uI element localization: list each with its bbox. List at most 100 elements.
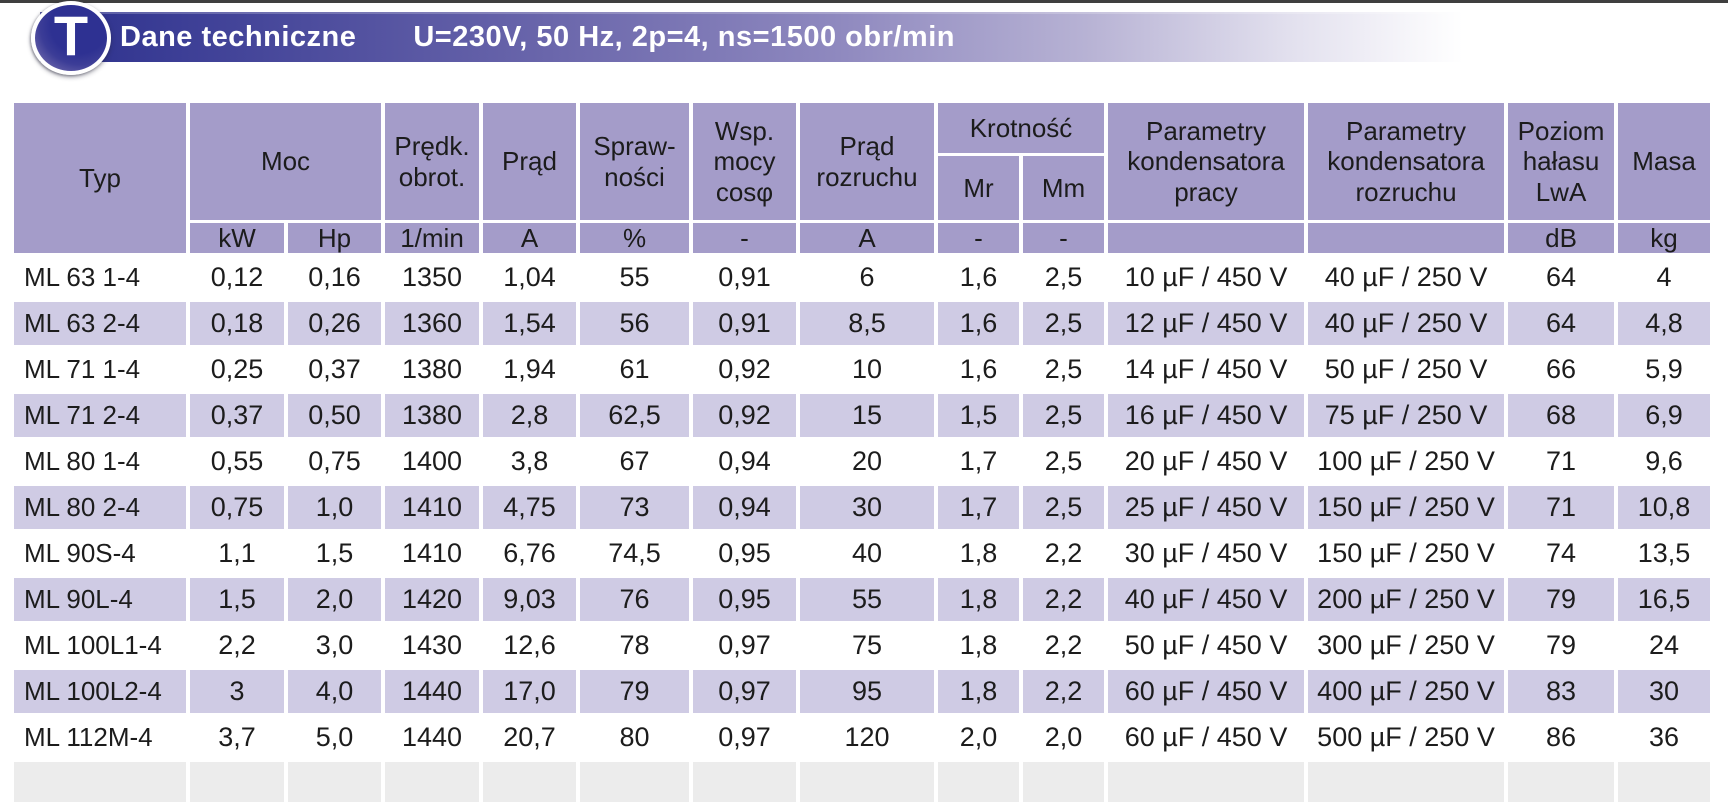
unit-1min: 1/min	[385, 223, 479, 254]
cell-value: 16 µF / 450 V	[1108, 394, 1305, 438]
cell-empty	[190, 762, 284, 803]
cell-value: 2,5	[1023, 486, 1105, 530]
cell-value: 14 µF / 450 V	[1108, 348, 1305, 392]
cell-value: 40 µF / 250 V	[1308, 302, 1505, 346]
cell-value: 1430	[385, 624, 479, 668]
cell-value: 66	[1508, 348, 1615, 392]
cell-value: 2,5	[1023, 348, 1105, 392]
technical-data-table: Typ Moc Prędk. obrot. Prąd Spraw- ności …	[10, 100, 1714, 805]
cell-typ: ML 63 2-4	[14, 302, 186, 346]
cell-value: 1,0	[288, 486, 381, 530]
cell-value: 0,94	[693, 440, 796, 484]
cell-value: 62,5	[580, 394, 689, 438]
cell-empty	[1108, 762, 1305, 803]
cell-value: 10 µF / 450 V	[1108, 256, 1305, 300]
table-row: ML 90S-4 1,1 1,5 1410 6,76 74,5 0,95 40 1,8 2,2 30…	[14, 532, 1711, 576]
cell-value: 64	[1508, 256, 1615, 300]
cell-value: 1,54	[483, 302, 576, 346]
cell-value: 1,8	[938, 532, 1019, 576]
cell-value: 2,5	[1023, 302, 1105, 346]
cell-empty	[1308, 762, 1505, 803]
cell-value: 1360	[385, 302, 479, 346]
cell-value: 5,0	[288, 716, 381, 760]
cell-value: 60 µF / 450 V	[1108, 670, 1305, 714]
cell-value: 2,2	[1023, 624, 1105, 668]
unit-dash-3: -	[1023, 223, 1105, 254]
cell-value: 1440	[385, 716, 479, 760]
cell-value: 17,0	[483, 670, 576, 714]
cell-value: 2,0	[288, 578, 381, 622]
cell-value: 76	[580, 578, 689, 622]
cell-value: 0,95	[693, 532, 796, 576]
col-header-prad: Prąd	[483, 103, 576, 220]
cell-value: 1,5	[190, 578, 284, 622]
cell-typ: ML 100L2-4	[14, 670, 186, 714]
cell-value: 15	[800, 394, 934, 438]
cell-value: 1,5	[288, 532, 381, 576]
unit-hp: Hp	[288, 223, 381, 254]
col-header-sprawnosci: Spraw- ności	[580, 103, 689, 220]
col-header-kondensator-pracy: Parametry kondensatora pracy	[1108, 103, 1305, 220]
cell-value: 0,97	[693, 716, 796, 760]
col-header-predk-obrot: Prędk. obrot.	[385, 103, 479, 220]
cell-value: 4,0	[288, 670, 381, 714]
cell-value: 4	[1618, 256, 1711, 300]
cell-value: 1420	[385, 578, 479, 622]
cell-value: 16,5	[1618, 578, 1711, 622]
col-header-kondensator-rozruchu: Parametry kondensatora rozruchu	[1308, 103, 1505, 220]
table-row: ML 63 2-4 0,18 0,26 1360 1,54 56 0,91 8,5 1,6 2,5…	[14, 302, 1711, 346]
cell-typ: ML 90S-4	[14, 532, 186, 576]
col-header-typ: Typ	[14, 103, 186, 254]
cell-value: 40	[800, 532, 934, 576]
t-logo-icon: T	[31, 1, 111, 75]
cell-value: 1,6	[938, 256, 1019, 300]
table-row: ML 63 1-4 0,12 0,16 1350 1,04 55 0,91 6 1,6 2,5 10…	[14, 256, 1711, 300]
cell-value: 0,92	[693, 394, 796, 438]
cell-value: 3	[190, 670, 284, 714]
cell-value: 30	[1618, 670, 1711, 714]
cell-value: 400 µF / 250 V	[1308, 670, 1505, 714]
cell-value: 74	[1508, 532, 1615, 576]
unit-a-rozruch: A	[800, 223, 934, 254]
cell-value: 150 µF / 250 V	[1308, 532, 1505, 576]
cell-value: 9,03	[483, 578, 576, 622]
cell-typ: ML 80 2-4	[14, 486, 186, 530]
cell-value: 2,8	[483, 394, 576, 438]
cell-value: 55	[800, 578, 934, 622]
unit-kg: kg	[1618, 223, 1711, 254]
cell-empty	[580, 762, 689, 803]
cell-value: 2,2	[1023, 532, 1105, 576]
cell-value: 30	[800, 486, 934, 530]
cell-value: 1,04	[483, 256, 576, 300]
cell-value: 40 µF / 450 V	[1108, 578, 1305, 622]
cell-value: 0,37	[288, 348, 381, 392]
cell-value: 36	[1618, 716, 1711, 760]
cell-value: 4,75	[483, 486, 576, 530]
cell-value: 2,0	[1023, 716, 1105, 760]
cell-empty	[14, 762, 186, 803]
cell-value: 6	[800, 256, 934, 300]
unit-db: dB	[1508, 223, 1615, 254]
cell-value: 0,37	[190, 394, 284, 438]
cell-value: 0,75	[190, 486, 284, 530]
cell-typ: ML 71 1-4	[14, 348, 186, 392]
table-row: ML 80 1-4 0,55 0,75 1400 3,8 67 0,94 20 1,7 2,5 20…	[14, 440, 1711, 484]
cell-value: 0,75	[288, 440, 381, 484]
table-row: ML 71 1-4 0,25 0,37 1380 1,94 61 0,92 10 1,6 2,5 1…	[14, 348, 1711, 392]
cell-value: 79	[1508, 624, 1615, 668]
cell-value: 1380	[385, 348, 479, 392]
cell-value: 75	[800, 624, 934, 668]
cell-value: 0,12	[190, 256, 284, 300]
col-header-masa: Masa	[1618, 103, 1711, 220]
col-header-krotnosc: Krotność	[938, 103, 1105, 153]
cell-value: 12,6	[483, 624, 576, 668]
cell-value: 50 µF / 450 V	[1108, 624, 1305, 668]
cell-typ: ML 90L-4	[14, 578, 186, 622]
cell-value: 0,91	[693, 256, 796, 300]
cell-value: 68	[1508, 394, 1615, 438]
cell-empty	[693, 762, 796, 803]
cell-value: 20,7	[483, 716, 576, 760]
unit-dash-1: -	[693, 223, 796, 254]
table-row: ML 100L1-4 2,2 3,0 1430 12,6 78 0,97 75 1,8 2,2 50…	[14, 624, 1711, 668]
cell-empty	[1618, 762, 1711, 803]
